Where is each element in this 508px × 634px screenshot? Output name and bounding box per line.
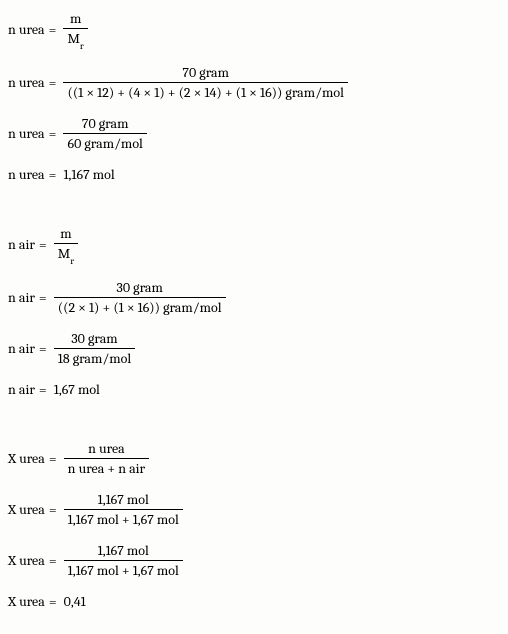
eq-x-sub1: X urea = 1,167 mol 1,167 mol + 1,67 mol [8,491,500,528]
den-m: M [58,245,70,262]
numerator: m [66,10,85,28]
equals-sign: = [39,381,47,398]
den-m: M [67,30,79,47]
numerator: n urea [84,440,129,458]
equals-sign: = [49,552,57,569]
lhs-label: n air [8,381,35,398]
denominator: ((2 × 1) + (1 × 16)) gram/mol [54,297,226,316]
eq-air-sub1: n air = 30 gram ((2 × 1) + (1 × 16)) gra… [8,279,500,316]
numerator: 70 gram [78,115,133,133]
numerator: 1,167 mol [94,491,153,509]
result-value: 1,67 mol [54,381,100,398]
equals-sign: = [49,501,57,518]
fraction: 1,167 mol 1,167 mol + 1,67 mol [64,542,183,579]
lhs-label: n urea [8,21,45,38]
equals-sign: = [49,166,57,183]
lhs-label: n urea [8,125,45,142]
den-sub: r [80,41,84,52]
fraction: n urea n urea + n air [64,440,149,477]
eq-x-result: X urea = 0,41 [8,593,500,610]
equals-sign: = [39,340,47,357]
eq-air-result: n air = 1,67 mol [8,381,500,398]
equals-sign: = [49,125,57,142]
lhs-label: n air [8,340,35,357]
numerator: 30 gram [112,279,166,297]
den-sub: r [70,256,74,267]
equals-sign: = [49,593,57,610]
eq-air-sub2: n air = 30 gram 18 gram/mol [8,330,500,367]
denominator: 1,167 mol + 1,67 mol [64,509,183,528]
fraction: m Mr [54,225,78,265]
equals-sign: = [49,21,57,38]
numerator: m [56,225,75,243]
eq-urea-formula: n urea = m Mr [8,10,500,50]
eq-x-sub2: X urea = 1,167 mol 1,167 mol + 1,67 mol [8,542,500,579]
fraction: 30 gram ((2 × 1) + (1 × 16)) gram/mol [54,279,226,316]
denominator: Mr [63,28,87,50]
denominator: 1,167 mol + 1,67 mol [64,560,183,579]
eq-air-formula: n air = m Mr [8,225,500,265]
fraction: m Mr [63,10,87,50]
denominator: Mr [54,243,78,265]
lhs-label: X urea [8,450,45,467]
lhs-label: X urea [8,501,45,518]
fraction: 30 gram 18 gram/mol [54,330,135,367]
result-value: 1,167 mol [63,166,114,183]
lhs-label: X urea [8,593,45,610]
lhs-label: n air [8,236,35,253]
lhs-label: n urea [8,74,45,91]
equals-sign: = [49,450,57,467]
denominator: ((1 × 12) + (4 × 1) + (2 × 14) + (1 × 16… [63,82,347,101]
denominator: 60 gram/mol [63,133,146,152]
fraction: 70 gram ((1 × 12) + (4 × 1) + (2 × 14) +… [63,64,347,101]
equals-sign: = [49,74,57,91]
numerator: 1,167 mol [94,542,153,560]
equals-sign: = [39,236,47,253]
lhs-label: X urea [8,552,45,569]
numerator: 70 gram [178,64,233,82]
fraction: 70 gram 60 gram/mol [63,115,146,152]
numerator: 30 gram [67,330,121,348]
lhs-label: n air [8,289,35,306]
denominator: 18 gram/mol [54,348,135,367]
eq-urea-sub1: n urea = 70 gram ((1 × 12) + (4 × 1) + (… [8,64,500,101]
eq-urea-sub2: n urea = 70 gram 60 gram/mol [8,115,500,152]
denominator: n urea + n air [64,458,149,477]
lhs-label: n urea [8,166,45,183]
eq-urea-result: n urea = 1,167 mol [8,166,500,183]
result-value: 0,41 [64,593,86,610]
eq-x-formula: X urea = n urea n urea + n air [8,440,500,477]
equals-sign: = [39,289,47,306]
fraction: 1,167 mol 1,167 mol + 1,67 mol [64,491,183,528]
